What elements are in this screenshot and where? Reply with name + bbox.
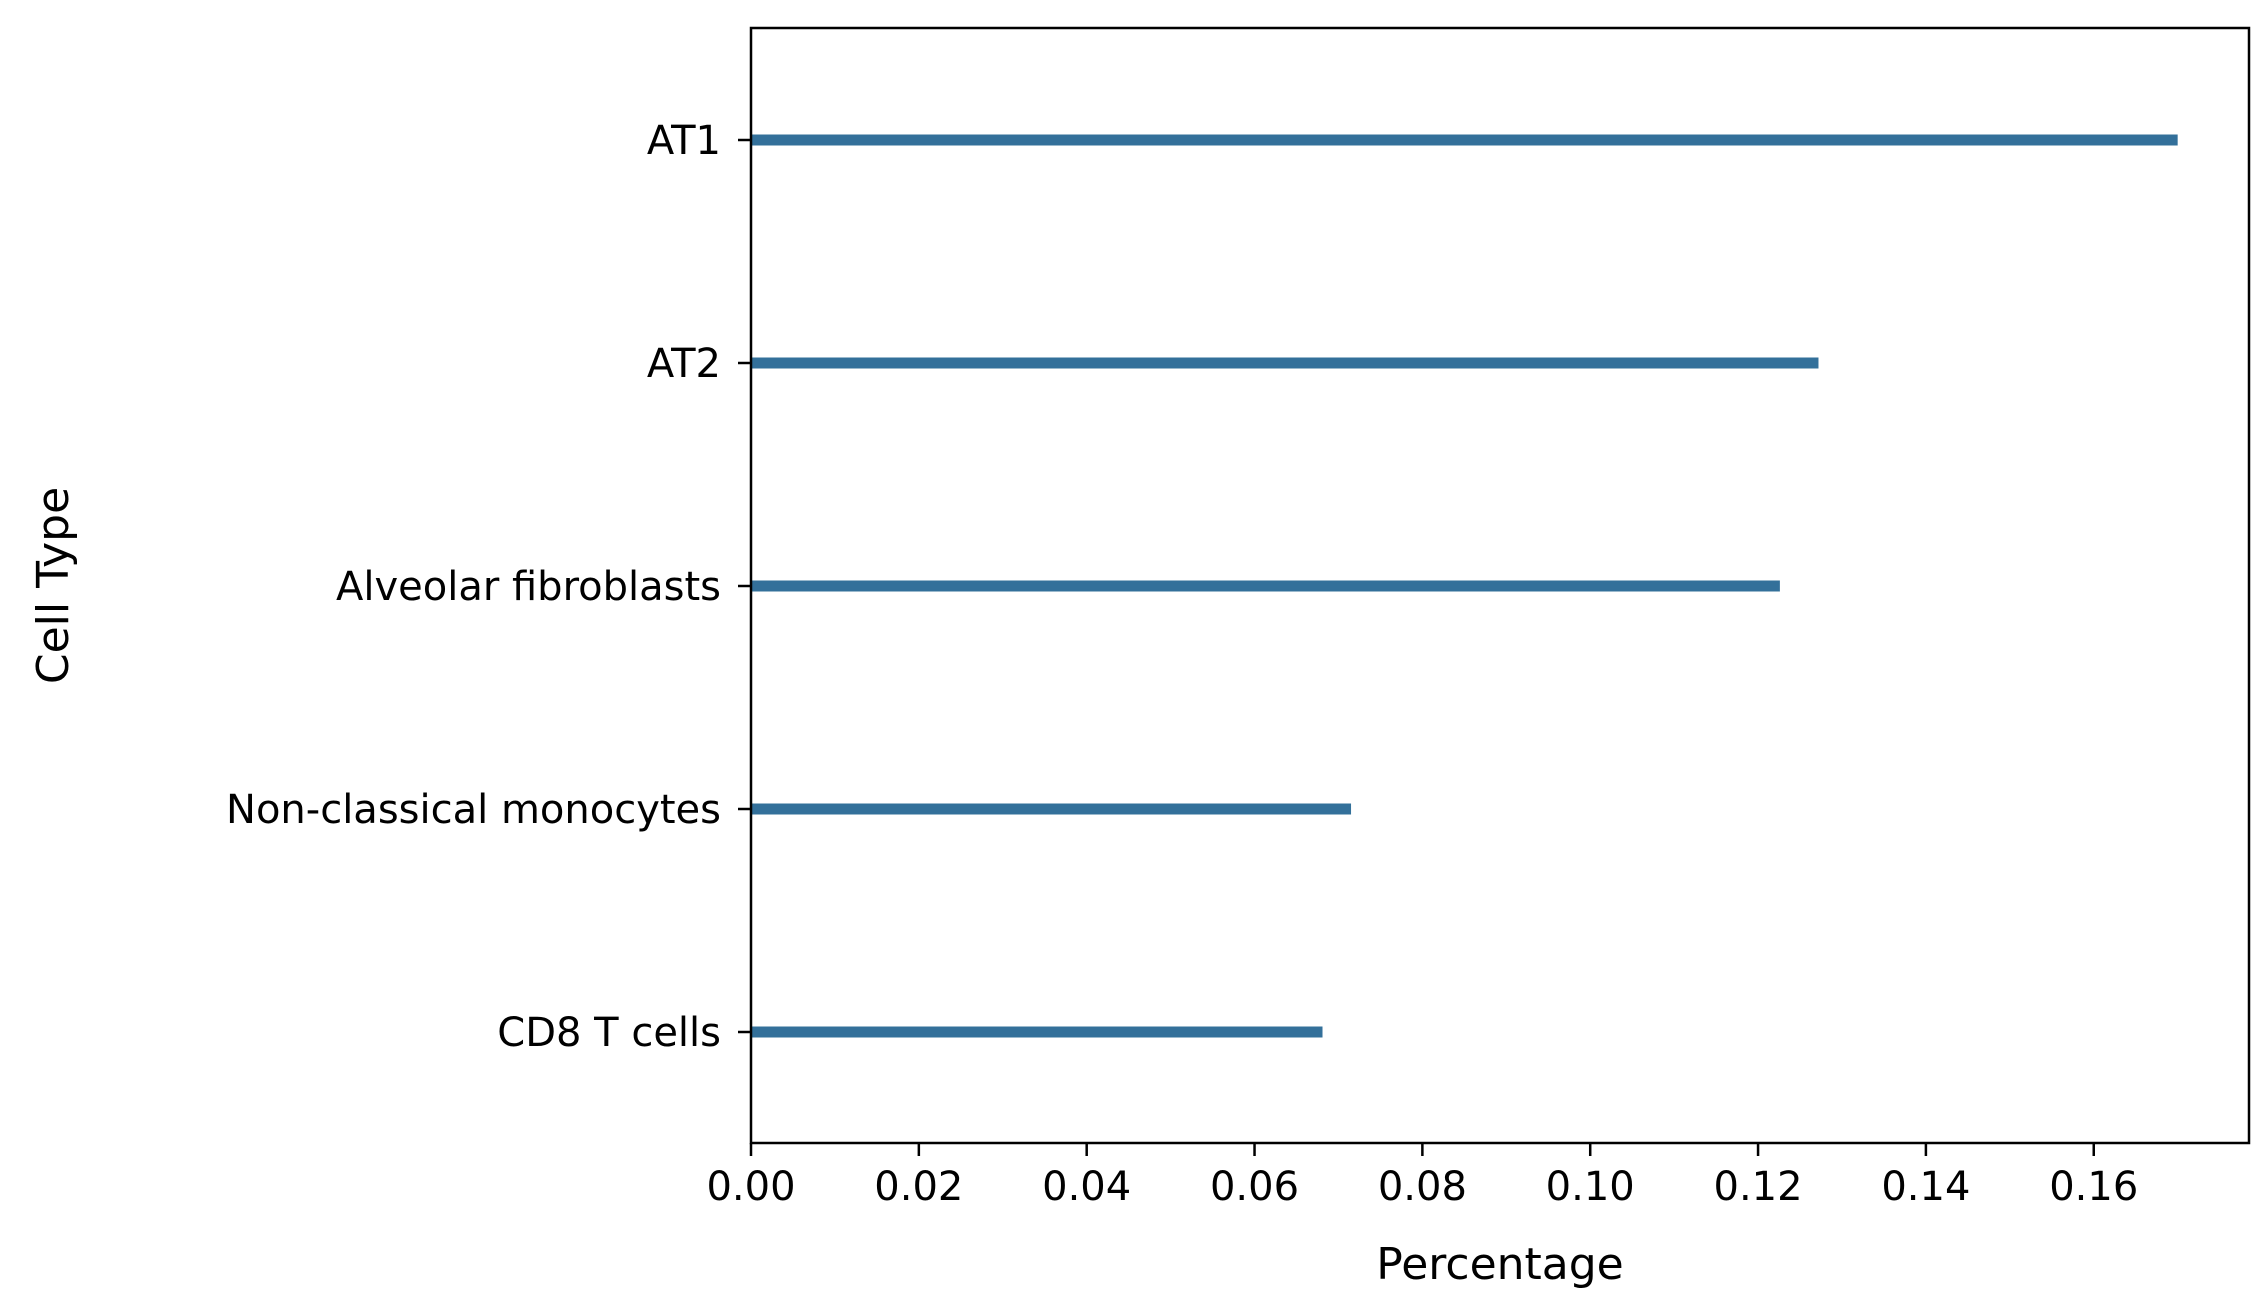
- x-tick-label: 0.12: [1714, 1164, 1803, 1210]
- y-ticks-group: AT1 AT2 Alveolar fibroblasts Non-classical …: [226, 118, 751, 1056]
- y-tick-label: Non-classical monocytes: [226, 787, 721, 833]
- x-tick-label: 0.08: [1378, 1164, 1467, 1210]
- y-tick-label: CD8 T cells: [497, 1010, 721, 1056]
- bar-0: [751, 134, 2178, 146]
- bars-group: [751, 134, 2178, 1038]
- x-tick-label: 0.14: [1881, 1164, 1970, 1210]
- x-tick-label: 0.16: [2049, 1164, 2138, 1210]
- x-axis-label: Percentage: [1376, 1239, 1624, 1290]
- x-tick-label: 0.06: [1210, 1164, 1299, 1210]
- bar-4: [751, 1026, 1323, 1038]
- x-tick-label: 0.02: [874, 1164, 963, 1210]
- x-tick-label: 0.10: [1546, 1164, 1635, 1210]
- plot-frame: [749, 26, 2251, 1145]
- bar-3: [751, 803, 1352, 815]
- y-axis-label: Cell Type: [28, 487, 79, 684]
- y-tick-label: Alveolar fibroblasts: [336, 564, 721, 610]
- x-tick-label: 0.00: [706, 1164, 795, 1210]
- x-tick-label: 0.04: [1042, 1164, 1131, 1210]
- bar-2: [751, 580, 1780, 592]
- x-ticks-group: 0.00 0.02 0.04 0.06 0.08 0.10 0.12 0.14 0.16: [706, 1143, 2138, 1210]
- y-tick-label: AT1: [647, 118, 721, 164]
- y-tick-label: AT2: [647, 341, 721, 387]
- bar-1: [751, 357, 1819, 369]
